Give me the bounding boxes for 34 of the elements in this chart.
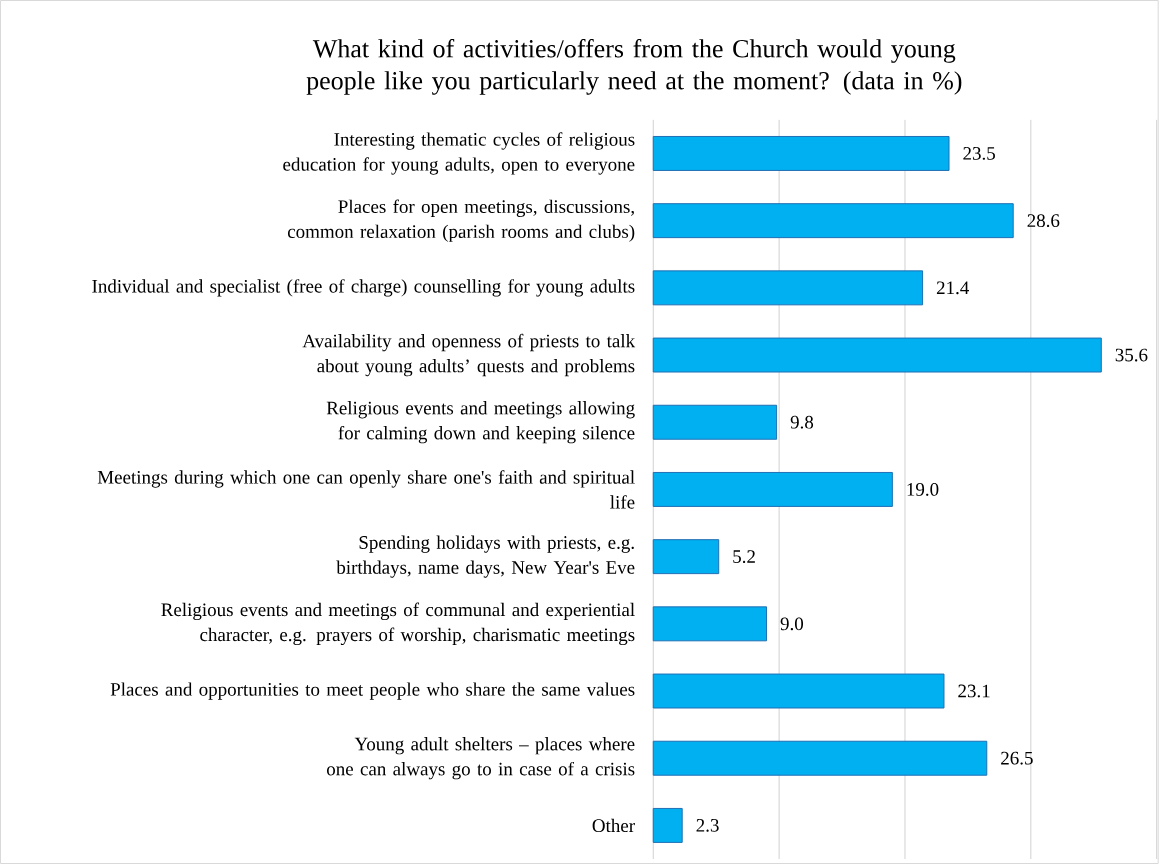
bar: [652, 136, 950, 172]
y-tick-label: Individual and specialist (free of charge) counselling for young adults: [92, 279, 635, 297]
y-tick-label: Meetings during which one can openly share one's faith and spiritual life: [97, 470, 635, 509]
bar: [652, 404, 778, 440]
y-tick-label: Religious events and meetings of communal and experiential character, e.g. prayers of worship, charismatic meetings: [161, 602, 635, 646]
data-label: 21.4: [936, 281, 970, 295]
y-tick-label: Places and opportunities to meet people who share the same values: [110, 682, 635, 700]
bar: [652, 539, 720, 575]
y-tick-label: Spending holidays with priests, e.g. birthdays, name days, New Year's Eve: [336, 535, 635, 578]
bar: [652, 606, 768, 642]
data-label: 2.3: [696, 819, 719, 832]
data-label: 23.1: [958, 684, 990, 698]
data-label: 9.8: [790, 415, 814, 429]
bar: [652, 337, 1102, 373]
y-tick-label: Places for open meetings, discussions, common relaxation (parish rooms and clubs): [287, 199, 635, 242]
bar: [652, 808, 683, 843]
data-label: 28.6: [1027, 214, 1060, 228]
data-label: 23.5: [963, 147, 995, 160]
y-tick-label: Availability and openness of priests to talk about young adults’ quests and problems: [302, 333, 636, 377]
data-label: 35.6: [1115, 348, 1148, 362]
data-label: 9.0: [780, 617, 804, 631]
bar: [652, 270, 924, 306]
y-tick-label: Other: [592, 818, 635, 833]
bar: [652, 740, 988, 776]
data-label: 5.2: [733, 550, 755, 564]
bar: [652, 472, 893, 507]
data-label: 19.0: [907, 483, 939, 496]
y-tick-label: Religious events and meetings allowing for calming down and keeping silence: [326, 401, 635, 444]
chart-title: What kind of activities/offers from the Church would young people like you particularly need at the moment? (data in %): [306, 39, 962, 95]
data-label: 26.5: [1001, 751, 1033, 765]
bar: [652, 203, 1014, 239]
bar: [652, 673, 945, 709]
y-tick-label: Young adult shelters – places where one can always go to in case of a crisis: [326, 737, 635, 780]
y-tick-label: Interesting thematic cycles of religious education for young adults, open to everyone: [283, 132, 635, 175]
